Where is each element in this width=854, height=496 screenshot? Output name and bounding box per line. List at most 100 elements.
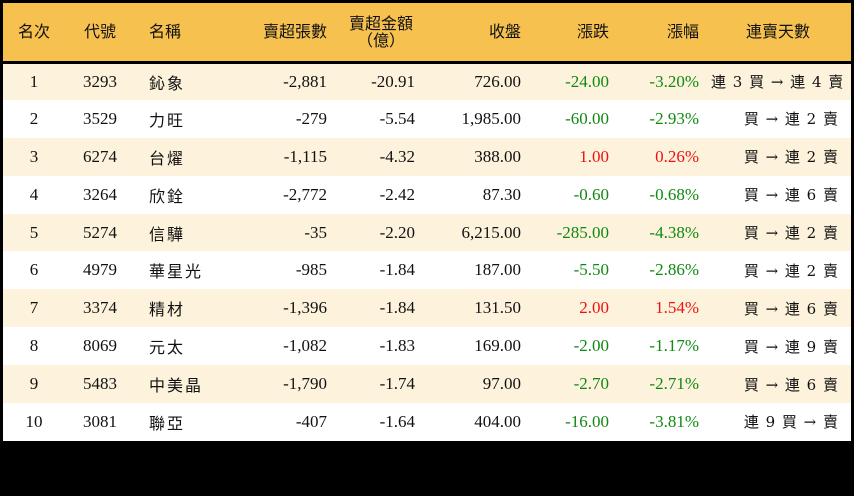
cell-net-sell-lots: -407: [295, 411, 327, 431]
cell-net-sell-lots: -2,772: [283, 184, 327, 204]
cell-net-sell-amount: -5.54: [379, 108, 415, 128]
net-sell-ranking-table: 名次 代號 名稱 賣超張數 賣超金額 （億） 收盤 漲跌 漲幅 連賣天數 1 32…: [3, 3, 851, 441]
cell-rank: 8: [29, 336, 39, 356]
cell-change-pct: -2.93%: [649, 108, 699, 128]
cell-change: -285.00: [556, 222, 609, 242]
cell-name: 信驊: [149, 224, 186, 244]
cell-net-sell-amount: -20.91: [371, 71, 415, 91]
cell-change-pct: -2.86%: [649, 260, 699, 280]
cell-streak: 連 9 買 → 賣: [743, 413, 839, 432]
header-change: 漲跌: [527, 3, 615, 64]
cell-change-pct: -1.17%: [649, 336, 699, 356]
cell-rank: 5: [29, 222, 39, 242]
cell-change: -16.00: [565, 411, 609, 431]
cell-change: -2.00: [573, 336, 609, 356]
header-change-pct: 漲幅: [615, 3, 705, 64]
cell-change: 2.00: [579, 298, 609, 318]
table-row: 8 8069 元太 -1,082 -1.83 169.00 -2.00 -1.17% 買 → 連…: [3, 327, 851, 366]
cell-change-pct: 0.26%: [655, 146, 699, 166]
cell-streak: 買 → 連 6 賣: [743, 299, 839, 318]
cell-close: 131.50: [474, 298, 521, 318]
cell-name: 鈊象: [149, 73, 186, 93]
cell-code: 4979: [83, 260, 117, 280]
cell-change-pct: -3.20%: [649, 71, 699, 91]
cell-rank: 4: [29, 184, 39, 204]
cell-streak: 買 → 連 2 賣: [743, 224, 839, 242]
cell-change: 1.00: [579, 146, 609, 166]
cell-change-pct: -2.71%: [649, 374, 699, 394]
cell-change-pct: -3.81%: [649, 411, 699, 431]
cell-streak: 買 → 連 2 賣: [743, 148, 839, 167]
cell-net-sell-lots: -1,790: [283, 374, 327, 394]
cell-change: -5.50: [573, 260, 609, 280]
cell-name: 中美晶: [149, 376, 204, 396]
table-row: 1 3293 鈊象 -2,881 -20.91 726.00 -24.00 -3.20% 連 3…: [3, 62, 851, 100]
cell-close: 187.00: [474, 260, 521, 280]
table-row: 4 3264 欣銓 -2,772 -2.42 87.30 -0.60 -0.68% 買 → 連 …: [3, 175, 851, 214]
table-body: 1 3293 鈊象 -2,881 -20.91 726.00 -24.00 -3.20% 連 3…: [3, 62, 851, 441]
cell-net-sell-amount: -2.20: [379, 222, 415, 242]
cell-streak: 買 → 連 2 賣: [743, 261, 839, 280]
table-row: 5 5274 信驊 -35 -2.20 6,215.00 -285.00 -4.38% 買 → …: [3, 213, 851, 252]
cell-rank: 7: [29, 298, 39, 318]
header-net-sell-amount: 賣超金額 （億）: [333, 3, 429, 64]
cell-name: 元太: [149, 338, 186, 358]
cell-rank: 6: [29, 260, 39, 280]
table-row: 6 4979 華星光 -985 -1.84 187.00 -5.50 -2.86% 買 → 連 …: [3, 251, 851, 290]
cell-net-sell-amount: -1.84: [379, 260, 415, 280]
cell-rank: 10: [25, 411, 43, 431]
cell-net-sell-amount: -1.74: [379, 374, 415, 394]
cell-net-sell-lots: -279: [295, 108, 327, 128]
cell-code: 3081: [83, 411, 117, 431]
cell-net-sell-amount: -4.32: [379, 146, 415, 166]
cell-code: 3264: [83, 184, 117, 204]
cell-name: 聯亞: [149, 413, 186, 433]
cell-name: 華星光: [149, 262, 204, 282]
cell-close: 169.00: [474, 336, 521, 356]
cell-name: 欣銓: [149, 186, 186, 206]
cell-net-sell-amount: -2.42: [379, 184, 415, 204]
cell-streak: 連 3 買 → 連 4 賣: [711, 73, 845, 92]
cell-close: 726.00: [474, 71, 521, 91]
cell-change: -0.60: [573, 184, 609, 204]
cell-streak: 買 → 連 2 賣: [743, 110, 839, 129]
table-row: 7 3374 精材 -1,396 -1.84 131.50 2.00 1.54% 買 → 連 6…: [3, 289, 851, 328]
cell-change: -2.70: [573, 374, 609, 394]
header-code: 代號: [65, 3, 135, 64]
cell-net-sell-lots: -985: [295, 260, 327, 280]
header-close: 收盤: [429, 3, 527, 64]
cell-code: 3529: [83, 108, 117, 128]
cell-net-sell-lots: -1,082: [283, 336, 327, 356]
header-name: 名稱: [135, 3, 223, 64]
cell-name: 台燿: [149, 148, 186, 168]
cell-net-sell-amount: -1.83: [379, 336, 415, 356]
cell-change-pct: -4.38%: [649, 222, 699, 242]
cell-code: 5483: [83, 374, 117, 394]
header-streak: 連賣天數: [705, 3, 851, 64]
cell-code: 3374: [83, 298, 117, 318]
table-row: 10 3081 聯亞 -407 -1.64 404.00 -16.00 -3.81% 連 9 買…: [3, 403, 851, 441]
cell-close: 6,215.00: [461, 222, 522, 242]
cell-close: 404.00: [474, 411, 521, 431]
header-rank: 名次: [3, 3, 65, 64]
cell-name: 力旺: [149, 110, 186, 130]
header-net-sell-amount-line2: （億）: [356, 30, 405, 50]
cell-net-sell-lots: -1,115: [283, 146, 327, 166]
cell-close: 87.30: [482, 184, 521, 204]
cell-net-sell-lots: -2,881: [283, 71, 327, 91]
cell-streak: 買 → 連 6 賣: [743, 375, 839, 394]
cell-rank: 2: [29, 108, 39, 128]
cell-change-pct: 1.54%: [655, 298, 699, 318]
cell-code: 8069: [83, 336, 117, 356]
table-row: 9 5483 中美晶 -1,790 -1.74 97.00 -2.70 -2.71% 買 → 連…: [3, 365, 851, 404]
cell-change: -60.00: [565, 108, 609, 128]
cell-name: 精材: [149, 300, 186, 320]
cell-change-pct: -0.68%: [649, 184, 699, 204]
table-row: 3 6274 台燿 -1,115 -4.32 388.00 1.00 0.26% 買 → 連 2…: [3, 137, 851, 176]
cell-rank: 1: [29, 71, 39, 91]
cell-streak: 買 → 連 6 賣: [743, 186, 839, 205]
cell-rank: 3: [29, 146, 39, 166]
cell-streak: 買 → 連 9 賣: [743, 337, 839, 356]
cell-net-sell-amount: -1.64: [379, 411, 415, 431]
